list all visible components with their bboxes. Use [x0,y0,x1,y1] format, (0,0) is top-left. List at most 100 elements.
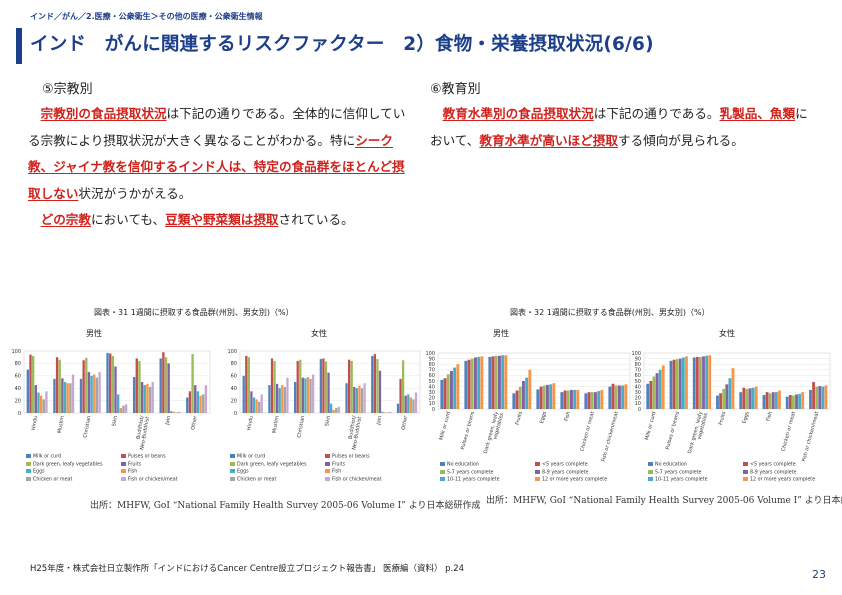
bar [117,394,120,413]
breadcrumb: インド／がん／2.医療・公衆衛生＞その他の医療・公衆衛生情報 [30,12,263,21]
page-number: 23 [812,568,826,581]
bar [312,374,315,413]
x-tick-label: Fish [766,411,774,422]
highlight-text: 乳製品、魚類 [719,106,796,121]
bar [360,388,364,413]
body-text: においても、 [90,212,166,228]
bar [26,369,30,413]
bar [373,354,376,413]
bar [536,389,540,409]
y-tick-label: 40 [635,384,641,390]
bar [798,393,802,409]
bar [167,363,170,413]
bar [549,384,553,409]
legend-religion-female: Milk or curd Pulses or beans Dark green, l… [230,454,420,488]
bar [702,356,705,409]
bar [754,386,758,409]
x-tick-label: Christian [83,415,93,438]
bar [748,388,752,409]
bar [563,390,567,409]
legend-swatch [325,454,330,458]
highlight-text: シーク教、ジャイナ教を信仰するインド人は、特定の食品群をほとんど摂取しない [28,132,405,201]
y-tick-label: 100 [11,349,21,355]
bar [611,383,615,409]
bar [309,378,312,413]
legend-item: Milk or curd [26,454,61,460]
bar [140,382,144,413]
bar [774,392,778,409]
x-tick-label: Dark green, leafyvegetables [687,411,709,456]
body-text [28,212,41,227]
legend-item: Chicken or meat [230,476,276,482]
legend-item: Milk or curd [230,454,265,460]
legend-label: 8-9 years complete [750,470,797,475]
legend-label: Eggs [237,469,249,475]
x-tick-label: Christian [296,415,306,438]
bar [37,392,40,413]
bar [175,412,178,413]
legend-swatch [230,476,235,481]
x-tick-label: Muslim [272,415,281,434]
x-tick-label: Jain [376,415,384,426]
legend-swatch [325,469,330,473]
bar [409,397,412,413]
bar [178,411,181,413]
bar [552,383,556,409]
bar [655,373,659,409]
legend-item: Eggs [26,469,45,475]
legend-item: Eggs [230,469,249,475]
highlight-text: 教育水準別の食品摂取状況 [442,106,594,121]
bar [247,357,250,413]
bar [762,395,766,409]
bar [306,377,310,413]
bar [652,376,656,409]
bar [268,385,271,413]
legend-swatch [648,469,653,474]
legend-item: Pulses or beans [325,454,370,460]
bar [255,399,258,413]
bar [722,388,726,409]
y-tick-label: 40 [15,386,21,392]
religion-paragraph-2: どの宗教においても、豆類や野菜類は摂取されている。 [28,207,408,234]
y-tick-label: 30 [635,390,641,396]
bar [566,390,570,409]
bar [402,360,405,413]
y-tick-label: 30 [429,390,435,396]
bar [252,397,256,413]
legend-label: No education [447,462,479,468]
legend-label: Milk or curd [237,454,266,460]
bar [170,411,173,413]
bar [273,360,276,413]
bar [286,377,289,413]
legend-label: Milk or curd [33,454,62,460]
bar [87,372,91,413]
bar [584,393,588,409]
legend-swatch [648,477,653,481]
legend-item: Dark green, leafy vegetables [26,461,102,467]
bar [474,357,477,409]
bar [404,395,407,413]
y-tick-label: 100 [631,351,641,357]
y-tick-label: 0 [638,407,641,413]
bar [194,385,197,413]
bar [678,358,682,409]
figure-31-source: 出所：MHFW, GoI “National Family Health Sur… [90,501,481,511]
bar [202,394,205,413]
legend-swatch [26,461,31,466]
legend-item: Fish or chicken/meat [121,476,178,482]
x-tick-label: Hindu [31,415,39,430]
section-heading-education: ⑥教育別 [430,82,481,97]
bar [498,355,501,409]
bar [82,360,85,413]
bar [824,385,828,409]
legend-label: Fish or chicken/meat [128,477,178,482]
y-tick-label: 20 [15,398,21,404]
bar [443,378,447,409]
bar [821,386,825,409]
x-tick-label: Fruits [515,411,524,426]
bar [270,358,274,413]
bar [768,393,772,409]
legend-swatch [26,454,31,458]
legend-item: 12 or more years complete [535,477,607,483]
x-tick-label: Other [190,414,199,430]
